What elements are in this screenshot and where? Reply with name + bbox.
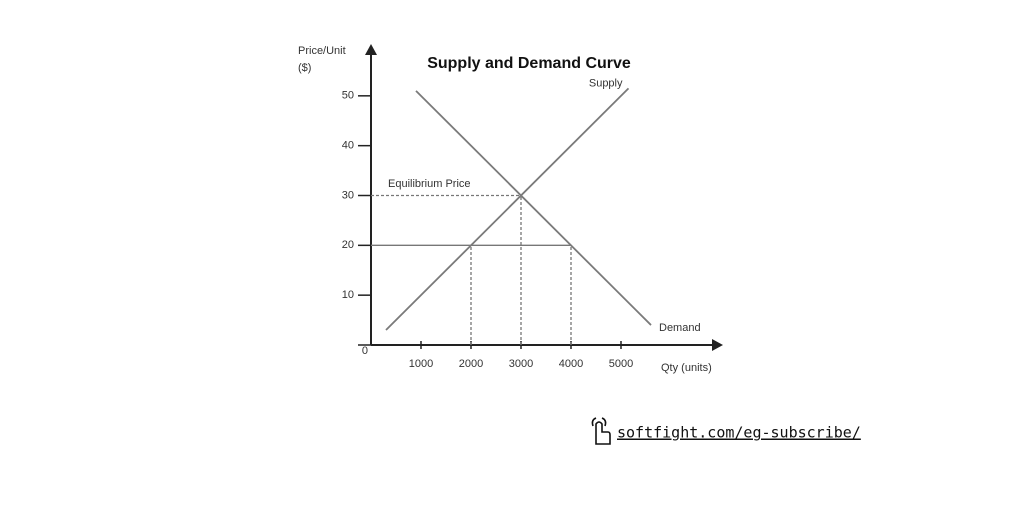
y-tick-label: 40 <box>342 140 354 152</box>
x-tick-label: 1000 <box>409 358 433 370</box>
series-line <box>385 87 630 331</box>
y-axis-arrow <box>365 44 377 55</box>
y-axis-label: Price/Unit <box>298 45 346 57</box>
y-tick-label: 0 <box>362 345 368 357</box>
y-tick-label: 30 <box>342 189 354 201</box>
y-tick-label: 50 <box>342 90 354 102</box>
y-tick-label: 10 <box>342 289 354 301</box>
x-tick-label: 5000 <box>609 358 633 370</box>
x-axis-arrow <box>712 339 723 351</box>
annotation: Equilibrium Price <box>388 178 471 190</box>
x-axis-label: Qty (units) <box>661 362 712 374</box>
link-icon[interactable] <box>591 417 611 445</box>
series-line <box>415 90 652 326</box>
series-label: Supply <box>589 77 623 89</box>
chart-title: Supply and Demand Curve <box>427 55 631 72</box>
x-tick-label: 3000 <box>509 358 533 370</box>
y-tick-label: 20 <box>342 239 354 251</box>
series-label: Demand <box>659 322 701 334</box>
x-tick-label: 2000 <box>459 358 483 370</box>
y-axis-label: ($) <box>298 62 311 74</box>
x-tick-label: 4000 <box>559 358 583 370</box>
footer-link[interactable]: softfight.com/eg-subscribe/ <box>617 424 861 442</box>
